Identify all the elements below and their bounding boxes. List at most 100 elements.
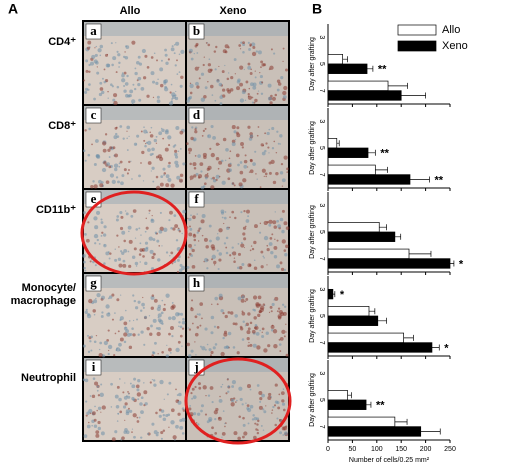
y-tick-label: 7 [318, 257, 325, 261]
stain [275, 171, 279, 176]
stain [153, 52, 156, 55]
bar [327, 390, 348, 401]
stain [133, 247, 137, 251]
stain [157, 258, 161, 262]
stain [179, 84, 183, 88]
stain [97, 406, 102, 411]
stain [212, 176, 215, 180]
stain [178, 321, 181, 324]
stain [137, 300, 141, 304]
stain [222, 410, 225, 412]
stain [84, 159, 87, 162]
stain [206, 267, 209, 270]
stain [95, 430, 100, 435]
stain [131, 384, 136, 389]
stain [276, 264, 281, 269]
stain [149, 134, 154, 138]
stain [107, 90, 109, 93]
stain [249, 169, 254, 174]
stain [246, 330, 251, 335]
stain [256, 345, 261, 350]
stain [145, 226, 149, 230]
skin-layer [84, 22, 185, 36]
stain [261, 81, 264, 84]
skin-layer [187, 106, 288, 120]
stain [143, 139, 146, 142]
stain [224, 425, 226, 428]
stain [125, 93, 129, 98]
stain [190, 349, 194, 353]
stain [210, 124, 214, 129]
stain [87, 312, 91, 316]
stain [274, 383, 278, 387]
error-bar [368, 149, 376, 156]
stain [201, 134, 204, 137]
stain [167, 135, 172, 140]
stain [170, 226, 173, 230]
stain [139, 261, 142, 263]
stain [99, 183, 104, 188]
stain [88, 83, 91, 86]
stain [194, 130, 198, 134]
stain [90, 335, 94, 339]
stain [236, 86, 241, 91]
stain [237, 163, 240, 167]
stain [100, 411, 102, 413]
stain [247, 312, 251, 316]
stain [179, 130, 184, 135]
stain [188, 95, 193, 100]
stain [270, 250, 274, 255]
stain [173, 43, 176, 46]
stain [104, 244, 106, 246]
stain [238, 182, 243, 187]
stain [147, 432, 150, 435]
stain [190, 306, 193, 309]
stain [191, 264, 196, 269]
stain [237, 436, 241, 441]
stain [232, 251, 237, 256]
letter-box [188, 107, 205, 124]
stain [173, 214, 177, 218]
stain [282, 388, 285, 390]
stain [234, 314, 238, 318]
stain [283, 268, 287, 272]
stain [231, 210, 235, 214]
stain [136, 134, 140, 138]
stain [112, 103, 115, 105]
stain [227, 311, 231, 314]
stain [209, 84, 214, 89]
stain [281, 329, 286, 334]
stain [134, 261, 139, 266]
stain [216, 249, 219, 252]
stain [263, 257, 265, 259]
stain [225, 392, 228, 395]
stain [158, 245, 161, 247]
stain [255, 428, 258, 431]
stain [127, 395, 131, 399]
stain [152, 238, 156, 242]
stain [146, 65, 150, 69]
stain [245, 298, 249, 301]
stain [123, 321, 128, 326]
stain [160, 175, 164, 179]
stain [190, 247, 193, 250]
stain [203, 94, 207, 99]
bar [327, 90, 402, 101]
stain [122, 391, 125, 394]
stain [185, 142, 189, 146]
stain [214, 68, 217, 71]
stain [175, 347, 180, 353]
stain [99, 392, 104, 398]
stain [247, 65, 252, 70]
stain [234, 322, 238, 326]
stain [242, 423, 246, 427]
stain [239, 397, 243, 402]
stain [150, 71, 155, 76]
stain [132, 413, 137, 418]
stain [241, 295, 245, 299]
stain [218, 160, 223, 165]
stain [189, 83, 194, 89]
stain [261, 151, 266, 156]
stain [163, 87, 169, 92]
stain [155, 411, 158, 415]
